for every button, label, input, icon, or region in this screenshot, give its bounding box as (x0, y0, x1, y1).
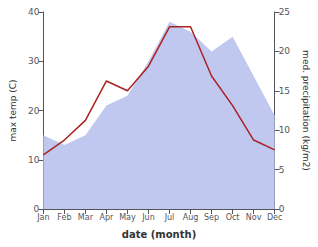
svg-text:20: 20 (28, 106, 40, 116)
svg-text:med. precipitation (kg/m2): med. precipitation (kg/m2) (301, 50, 311, 171)
svg-text:5: 5 (279, 165, 285, 175)
svg-text:40: 40 (28, 7, 40, 17)
svg-text:10: 10 (279, 125, 291, 135)
svg-text:date (month): date (month) (122, 229, 196, 240)
svg-text:30: 30 (28, 56, 40, 66)
svg-text:Dec: Dec (267, 213, 282, 222)
svg-text:max temp (C): max temp (C) (8, 79, 18, 141)
svg-text:Jul: Jul (164, 213, 175, 222)
svg-text:10: 10 (28, 155, 40, 165)
svg-text:Feb: Feb (57, 213, 71, 222)
svg-text:Apr: Apr (100, 213, 115, 222)
svg-text:Sep: Sep (204, 213, 219, 222)
svg-text:25: 25 (279, 7, 290, 17)
svg-text:Jun: Jun (141, 213, 155, 222)
svg-text:Mar: Mar (78, 213, 94, 222)
svg-text:20: 20 (279, 46, 291, 56)
svg-text:Aug: Aug (183, 213, 199, 222)
svg-text:0: 0 (33, 204, 40, 214)
svg-text:Nov: Nov (246, 213, 262, 222)
svg-text:0: 0 (278, 204, 285, 214)
svg-text:15: 15 (279, 86, 290, 96)
svg-text:Jan: Jan (36, 213, 49, 222)
svg-text:Oct: Oct (226, 213, 240, 222)
svg-text:May: May (119, 213, 136, 222)
